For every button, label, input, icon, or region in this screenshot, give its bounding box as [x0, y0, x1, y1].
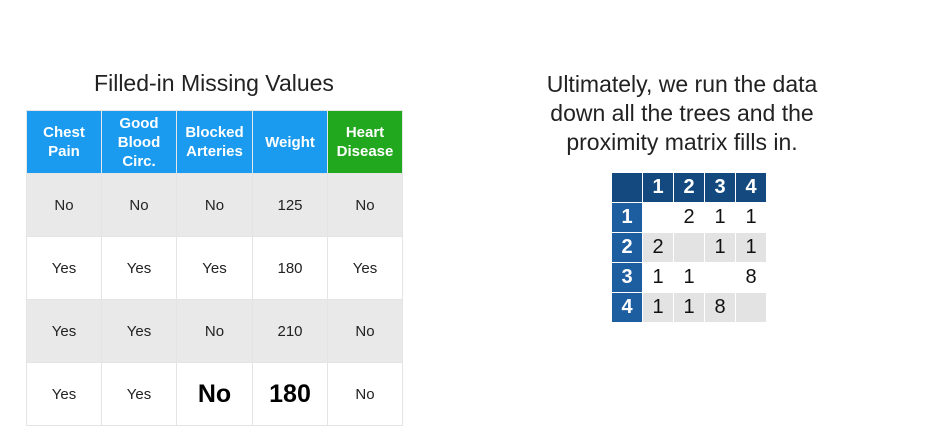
matrix-cell: 1 — [735, 232, 767, 263]
cell: No — [101, 173, 177, 237]
matrix-col-label: 1 — [642, 172, 674, 203]
filled-in-cell: 180 — [252, 362, 328, 426]
cell: No — [327, 173, 403, 237]
cell: Yes — [327, 236, 403, 300]
table-row: Yes Yes Yes 180 Yes — [26, 236, 403, 300]
proximity-matrix: 1 2 3 4 1 2 1 1 2 2 1 1 3 1 1 8 4 1 1 8 — [611, 172, 767, 323]
matrix-cell: 1 — [642, 292, 674, 323]
cell: Yes — [26, 299, 102, 363]
cell: Yes — [26, 236, 102, 300]
table-row: Yes Yes No 180 No — [26, 362, 403, 426]
explanation-text: Ultimately, we run the data down all the… — [512, 70, 852, 157]
matrix-cell: 2 — [673, 202, 705, 233]
matrix-row-label: 2 — [611, 232, 643, 263]
matrix-cell — [642, 202, 674, 233]
cell: No — [327, 299, 403, 363]
table-row: Yes Yes No 210 No — [26, 299, 403, 363]
cell: No — [176, 299, 253, 363]
matrix-row-label: 4 — [611, 292, 643, 323]
matrix-header-row: 1 2 3 4 — [611, 172, 767, 203]
cell: No — [176, 173, 253, 237]
matrix-col-label: 2 — [673, 172, 705, 203]
table-row: No No No 125 No — [26, 173, 403, 237]
matrix-cell — [704, 262, 736, 293]
matrix-col-label: 4 — [735, 172, 767, 203]
cell: Yes — [101, 299, 177, 363]
cell: Yes — [101, 362, 177, 426]
matrix-cell: 1 — [673, 292, 705, 323]
matrix-cell — [735, 292, 767, 323]
header-good-blood-circ: Good Blood Circ. — [101, 110, 177, 174]
matrix-row-label: 3 — [611, 262, 643, 293]
header-weight: Weight — [252, 110, 328, 174]
cell: No — [327, 362, 403, 426]
matrix-cell: 1 — [642, 262, 674, 293]
table-title: Filled-in Missing Values — [94, 70, 334, 96]
matrix-col-label: 3 — [704, 172, 736, 203]
explanation-line: proximity matrix fills in. — [566, 129, 798, 155]
table-header-row: Chest Pain Good Blood Circ. Blocked Arteries… — [26, 110, 403, 174]
cell: 125 — [252, 173, 328, 237]
cell: 180 — [252, 236, 328, 300]
header-chest-pain: Chest Pain — [26, 110, 102, 174]
explanation-line: down all the trees and the — [550, 100, 814, 126]
matrix-cell: 1 — [735, 202, 767, 233]
matrix-cell: 1 — [673, 262, 705, 293]
filled-in-cell: No — [176, 362, 253, 426]
matrix-row: 3 1 1 8 — [611, 262, 767, 293]
missing-values-table: Chest Pain Good Blood Circ. Blocked Arteries… — [26, 110, 403, 426]
matrix-cell: 1 — [704, 202, 736, 233]
matrix-cell: 8 — [704, 292, 736, 323]
cell: 210 — [252, 299, 328, 363]
matrix-cell: 1 — [704, 232, 736, 263]
matrix-corner — [611, 172, 643, 203]
matrix-row: 2 2 1 1 — [611, 232, 767, 263]
matrix-cell: 2 — [642, 232, 674, 263]
matrix-cell — [673, 232, 705, 263]
matrix-row: 4 1 1 8 — [611, 292, 767, 323]
explanation-line: Ultimately, we run the data — [546, 71, 818, 97]
matrix-cell: 8 — [735, 262, 767, 293]
header-blocked-arteries: Blocked Arteries — [176, 110, 253, 174]
cell: Yes — [176, 236, 253, 300]
header-heart-disease: Heart Disease — [327, 110, 403, 174]
matrix-row-label: 1 — [611, 202, 643, 233]
matrix-row: 1 2 1 1 — [611, 202, 767, 233]
cell: No — [26, 173, 102, 237]
cell: Yes — [101, 236, 177, 300]
cell: Yes — [26, 362, 102, 426]
